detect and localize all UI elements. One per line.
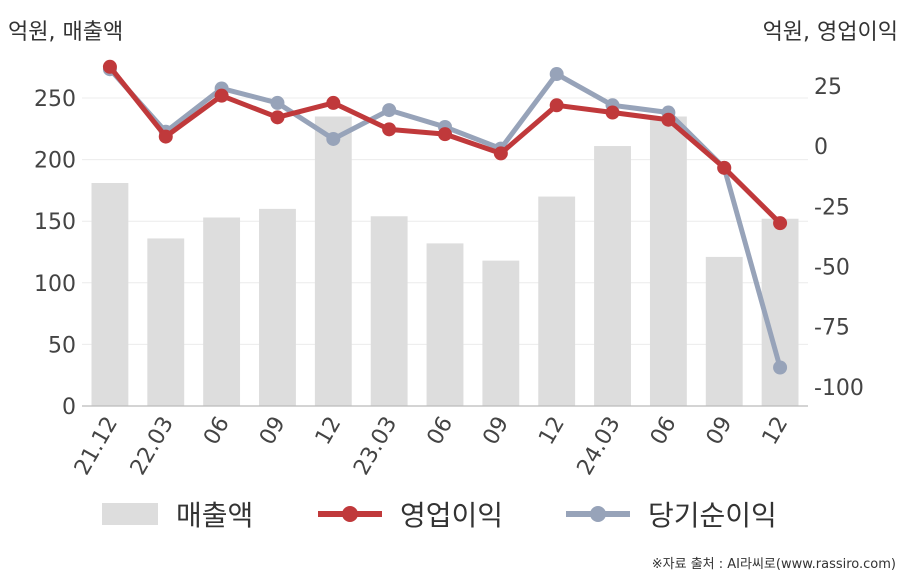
point-operating-profit [661,112,676,127]
x-tick-label: 21.12 [70,413,123,480]
bar-sales [426,243,464,406]
x-tick-label: 12 [311,413,347,450]
left-tick-label: 250 [34,87,76,112]
legend: 매출액 영업이익 당기순이익 [0,492,908,536]
legend-label-net-income: 당기순이익 [648,499,777,532]
legend-label-operating-profit: 영업이익 [400,499,504,532]
bar-sales [649,116,687,406]
point-operating-profit [717,160,732,175]
x-tick-label: 09 [255,413,291,450]
point-operating-profit [102,59,117,74]
point-operating-profit [605,105,620,120]
bar-sales [761,218,799,406]
right-tick-label: -50 [814,255,850,280]
x-tick-label: 09 [702,413,738,450]
point-operating-profit [493,146,508,161]
x-tick-label: 22.03 [126,413,179,480]
left-tick-label: 150 [34,210,76,235]
point-operating-profit [270,110,285,125]
right-tick-label: -25 [814,195,850,220]
legend-label-sales: 매출액 [176,499,254,532]
point-operating-profit [549,98,564,113]
bar-sales [705,256,743,406]
legend-item-operating-profit: 영업이익 [318,492,503,536]
point-net-income [382,103,397,118]
bar-sales [259,208,296,406]
point-operating-profit [438,127,452,142]
point-operating-profit [214,88,229,103]
left-tick-label: 50 [48,333,76,358]
right-tick-label: -75 [814,316,850,341]
legend-swatch-operating-profit [318,503,382,525]
right-axis-unit: 억원, 영업이익 [762,20,898,45]
point-operating-profit [158,129,173,144]
right-tick-label: 0 [814,135,828,160]
bar-sales [203,217,241,406]
right-tick-label: -100 [814,376,864,401]
x-tick-label: 23.03 [349,413,402,480]
x-tick-label: 24.03 [573,413,626,480]
point-net-income [270,95,285,110]
legend-item-sales: 매출액 [102,492,253,536]
bar-sales [370,216,408,406]
point-operating-profit [382,122,397,137]
x-tick-label: 06 [646,413,682,450]
x-tick-label: 06 [423,413,459,450]
bar-sales [314,116,352,406]
left-tick-label: 200 [34,149,76,174]
bar-sales [91,183,129,406]
point-operating-profit [773,216,788,231]
bar-sales [482,260,520,406]
right-tick-label: 25 [814,75,842,100]
point-net-income [773,360,788,375]
bar-sales [594,146,631,406]
point-net-income [549,67,564,82]
x-tick-label: 12 [758,413,794,450]
left-tick-label: 100 [34,272,76,297]
point-operating-profit [326,95,341,110]
source-note: ※자료 출처 : AI라씨로(www.rassiro.com) [651,557,896,572]
legend-item-net-income: 당기순이익 [566,492,777,536]
legend-swatch-net-income [566,503,630,525]
bar-sales [147,238,185,406]
x-tick-label: 09 [478,413,514,450]
legend-swatch-sales [102,503,158,525]
x-tick-label: 12 [534,413,570,450]
bar-sales [538,196,576,406]
left-axis-unit: 억원, 매출액 [8,20,124,45]
left-tick-label: 0 [62,395,76,420]
point-net-income [326,131,341,146]
x-tick-label: 06 [199,413,235,450]
